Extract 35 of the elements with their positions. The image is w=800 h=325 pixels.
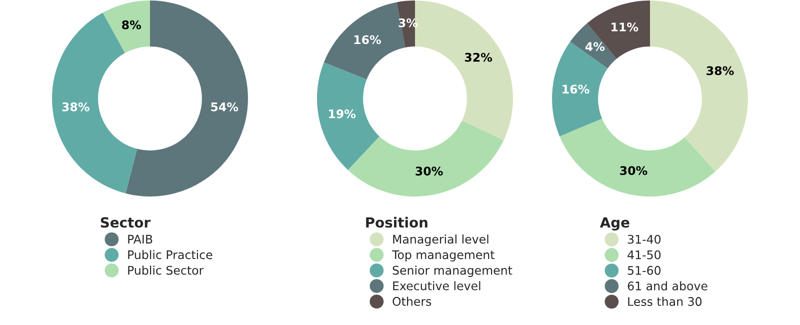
donut-slice xyxy=(552,42,608,136)
legend-label: Less than 30 xyxy=(628,296,702,306)
legend-label: Senior management xyxy=(392,266,512,278)
data-label: 38% xyxy=(62,102,90,112)
legend-label: Top management xyxy=(392,250,494,262)
legend-label: Others xyxy=(392,296,432,306)
data-label: 30% xyxy=(620,166,648,176)
donut-slice xyxy=(587,0,650,59)
donut-slice xyxy=(348,120,504,196)
legend-label: 31-40 xyxy=(628,234,661,244)
legend-label: Public Practice xyxy=(128,250,212,260)
legend-title: Sector xyxy=(100,217,151,228)
donut-slice xyxy=(317,62,380,170)
data-label: 54% xyxy=(211,102,238,112)
donut-slice xyxy=(650,0,748,172)
data-label: 16% xyxy=(562,84,590,94)
data-label: 38% xyxy=(706,66,734,76)
legend-label: Managerial level xyxy=(393,234,488,246)
data-label: 11% xyxy=(612,22,638,32)
data-label: 8% xyxy=(122,20,141,30)
legend-title: Age xyxy=(600,217,630,230)
data-label: 4% xyxy=(585,42,605,52)
legend-label: 51-60 xyxy=(628,266,661,275)
data-label: 32% xyxy=(464,52,492,62)
legend-label: PAIB xyxy=(128,234,152,244)
data-label: 16% xyxy=(354,35,381,44)
data-label: 30% xyxy=(416,166,443,176)
legend-label: 41-50 xyxy=(628,250,661,260)
legend-label: Public Sector xyxy=(128,266,204,275)
legend-label: 61 and above xyxy=(628,281,708,290)
data-label: 19% xyxy=(329,109,356,118)
legend-title: Position xyxy=(366,216,428,228)
donut-slice xyxy=(102,0,150,53)
legend-label: Executive level xyxy=(393,281,480,290)
donut-slice xyxy=(560,118,716,196)
